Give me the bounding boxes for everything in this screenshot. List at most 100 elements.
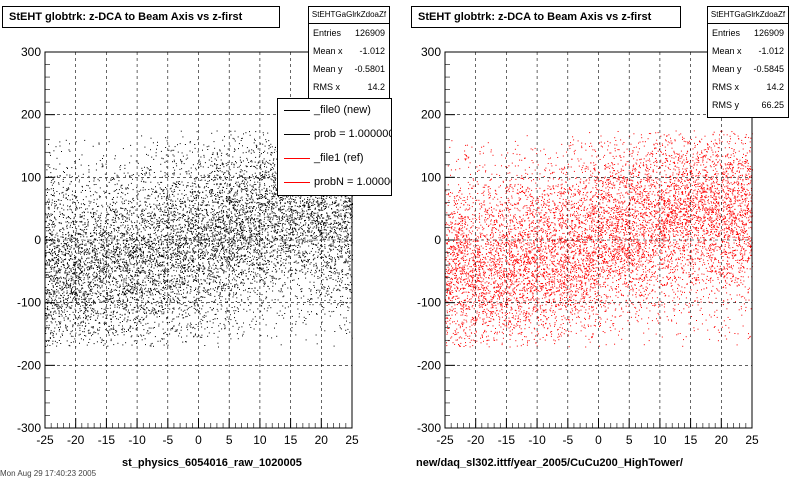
scatter-point	[165, 268, 167, 270]
scatter-point	[299, 205, 301, 207]
scatter-point	[220, 265, 222, 267]
scatter-point	[100, 280, 102, 281]
scatter-point	[87, 225, 89, 227]
scatter-point	[159, 208, 161, 210]
scatter-point	[70, 292, 72, 294]
scatter-point	[141, 213, 143, 215]
scatter-point	[230, 242, 231, 244]
scatter-point	[145, 302, 147, 304]
scatter-point	[202, 296, 204, 298]
scatter-point	[227, 200, 229, 202]
scatter-point	[317, 217, 318, 219]
scatter-point	[52, 243, 54, 245]
scatter-point	[173, 325, 175, 327]
scatter-point	[176, 316, 178, 318]
scatter-point	[240, 241, 242, 243]
scatter-point	[343, 207, 345, 209]
scatter-point	[350, 276, 352, 278]
scatter-point	[108, 232, 110, 233]
scatter-point	[124, 304, 126, 306]
scatter-point	[81, 247, 83, 248]
scatter-point	[186, 186, 187, 188]
scatter-point	[168, 295, 170, 296]
scatter-point	[129, 262, 131, 264]
scatter-point	[212, 205, 214, 207]
scatter-point	[86, 304, 88, 306]
scatter-point	[155, 243, 157, 244]
scatter-point	[312, 227, 314, 229]
scatter-point	[178, 217, 180, 219]
scatter-point	[130, 336, 132, 338]
scatter-point	[247, 220, 249, 222]
scatter-point	[70, 331, 72, 333]
scatter-point	[331, 208, 332, 209]
scatter-point	[122, 203, 124, 205]
scatter-point	[50, 172, 52, 174]
scatter-point	[290, 201, 292, 203]
scatter-point	[87, 294, 89, 296]
scatter-point	[159, 340, 161, 342]
scatter-point	[282, 241, 284, 242]
scatter-point	[94, 301, 96, 303]
scatter-point	[277, 238, 279, 240]
scatter-point	[73, 263, 75, 265]
scatter-point	[134, 306, 136, 308]
scatter-point	[250, 236, 252, 238]
scatter-point	[163, 298, 164, 299]
scatter-point	[317, 222, 319, 224]
scatter-point	[144, 222, 146, 224]
scatter-point	[301, 228, 303, 230]
scatter-point	[313, 222, 315, 224]
scatter-point	[88, 322, 90, 324]
scatter-point	[108, 281, 110, 283]
scatter-point	[93, 303, 94, 305]
scatter-point	[307, 230, 309, 231]
scatter-point	[145, 227, 147, 228]
scatter-point	[210, 274, 212, 275]
scatter-point	[186, 309, 188, 311]
scatter-point	[181, 278, 183, 280]
scatter-point	[119, 213, 120, 215]
scatter-point	[242, 189, 244, 191]
scatter-point	[288, 248, 290, 249]
scatter-point	[288, 208, 290, 210]
scatter-point	[262, 246, 264, 248]
scatter-point	[140, 243, 142, 245]
scatter-point	[108, 298, 110, 300]
scatter-point	[260, 209, 261, 211]
scatter-point	[280, 289, 282, 291]
scatter-point	[240, 282, 242, 284]
scatter-point	[87, 222, 89, 224]
scatter-point	[201, 308, 203, 310]
scatter-point	[48, 295, 50, 297]
scatter-point	[272, 277, 274, 279]
scatter-point	[70, 335, 72, 337]
scatter-point	[211, 160, 213, 162]
scatter-point	[321, 233, 323, 235]
scatter-point	[294, 249, 296, 251]
scatter-point	[174, 285, 176, 287]
scatter-point	[336, 289, 338, 291]
scatter-point	[280, 249, 282, 251]
scatter-point	[141, 209, 143, 211]
scatter-point	[226, 183, 228, 185]
scatter-point	[272, 219, 274, 221]
scatter-point	[330, 272, 332, 273]
scatter-point	[113, 197, 114, 198]
scatter-point	[79, 268, 81, 270]
scatter-point	[329, 223, 331, 225]
scatter-point	[154, 289, 156, 291]
scatter-point	[243, 290, 245, 292]
scatter-point	[296, 241, 298, 243]
scatter-point	[115, 215, 117, 217]
scatter-point	[143, 238, 145, 240]
scatter-point	[111, 231, 113, 232]
scatter-point	[210, 196, 212, 197]
scatter-point	[301, 260, 302, 262]
scatter-point	[274, 147, 276, 148]
scatter-point	[157, 220, 159, 222]
scatter-point	[120, 225, 122, 227]
scatter-point	[276, 259, 278, 261]
scatter-point	[278, 249, 280, 251]
scatter-point	[288, 219, 290, 221]
